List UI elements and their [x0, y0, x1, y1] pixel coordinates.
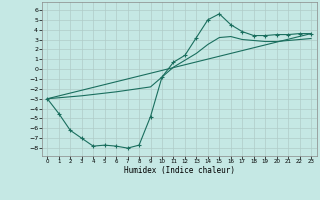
X-axis label: Humidex (Indice chaleur): Humidex (Indice chaleur): [124, 166, 235, 175]
